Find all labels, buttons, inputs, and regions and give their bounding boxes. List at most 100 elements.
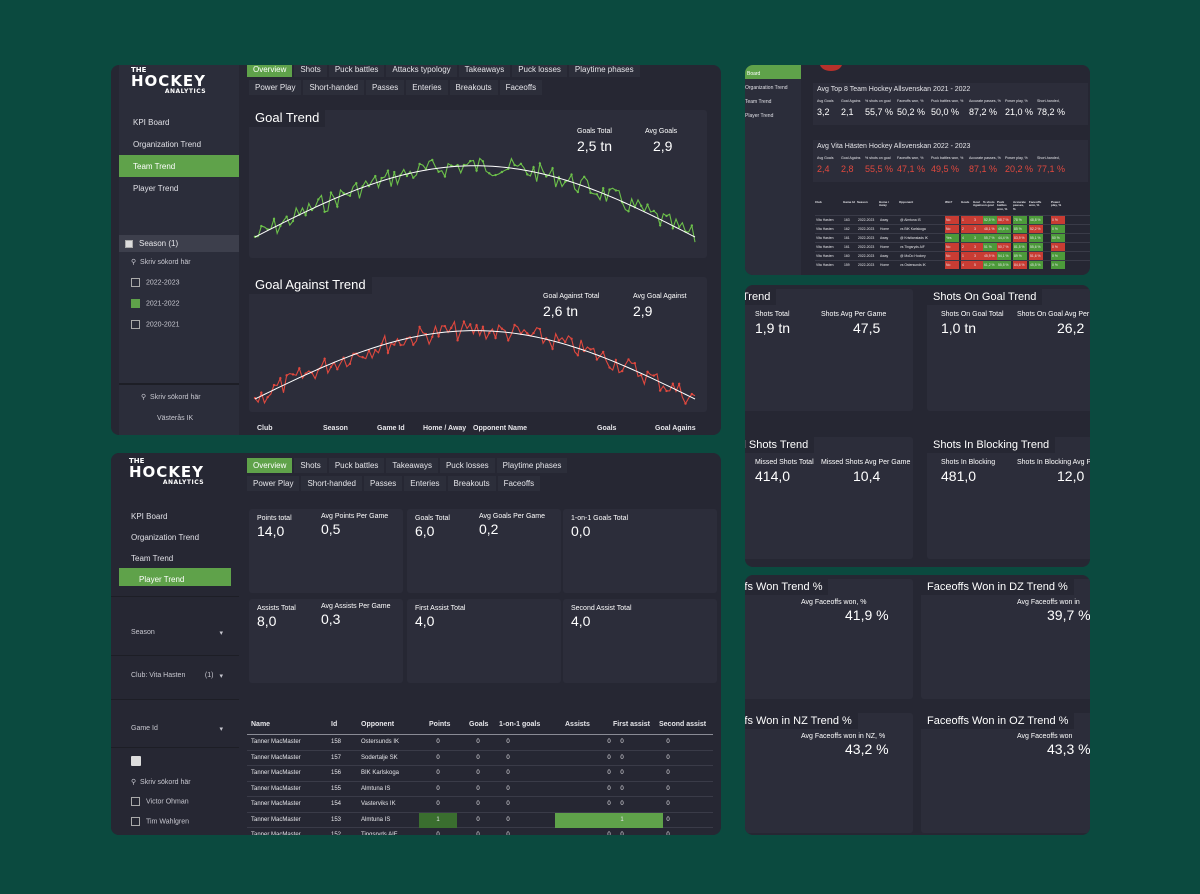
game-id-dropdown[interactable]: Game Id ▾ [131,725,223,733]
checkbox[interactable] [131,320,140,329]
club-dropdown[interactable]: Club: Vita Hasten ▾ (1) [131,672,223,680]
kpi-col-header[interactable]: Accurate passes, % [1013,200,1026,211]
season-option-2020[interactable]: 2020-2021 [119,314,239,335]
kpi-col-header[interactable]: Goals [961,200,970,204]
col-game-id[interactable]: Game Id [377,425,405,432]
player-table-row[interactable]: Tanner MacMaster 156 BIK Karlskoga 0 0 0 0 0 0 [247,766,713,782]
player-table-row[interactable]: Tanner MacMaster 158 Ostersunds IK 0 0 0 0 0 0 [247,735,713,751]
kpi-table-row[interactable]: Vita Hasten 161 2022-2023 Away @ Kristiansta… [815,233,1090,242]
kpi-col-header[interactable]: Opponent [899,200,914,204]
player-search[interactable]: ⚲ Skriv sökord här [131,778,191,786]
nav-team-trend[interactable]: Team Trend [131,554,174,563]
col-goal-against[interactable]: Goal Agains [655,425,696,432]
tab-short-handed[interactable]: Short-handed [301,476,362,491]
kpi-col-header[interactable]: Win? [945,200,953,204]
col-season[interactable]: Season [323,425,348,432]
tab-breakouts[interactable]: Breakouts [449,80,498,95]
series-point [437,335,440,338]
tab-power-play[interactable]: Power Play [247,476,300,491]
player-col-header[interactable]: First assist [613,721,650,728]
season-dropdown[interactable]: Season ▾ [131,629,223,637]
tab-enteries[interactable]: Enteries [406,80,448,95]
tab-short-handed[interactable]: Short-handed [303,80,364,95]
player-col-header[interactable]: 1-on-1 goals [499,721,541,728]
tab-puck-losses[interactable]: Puck losses [439,458,495,473]
player-col-header[interactable]: Points [429,721,451,728]
nav-team-trend[interactable]: Team Trend [119,155,239,177]
nav-organization-trend[interactable]: Organization Trend [745,85,788,91]
kpi-table-row[interactable]: Vita Hasten 161 2022-2023 Home vs Tingsryds … [815,242,1090,251]
kpi-col-header[interactable]: Puck battles won, % [997,200,1008,211]
kpi-col-header[interactable]: Club [815,200,822,204]
tab-puck-losses[interactable]: Puck losses [512,65,567,77]
player-col-header[interactable]: Assists [565,721,590,728]
player-col-header[interactable]: Second assist [659,721,707,728]
player-col-header[interactable]: Id [331,721,338,728]
nav-organization-trend[interactable]: Organization Trend [133,140,202,149]
nav-player-trend[interactable]: Player Trend [745,113,774,119]
kpi-col-header[interactable]: Goal Agains [973,200,984,208]
tab-power-play[interactable]: Power Play [249,80,302,95]
tab-passes[interactable]: Passes [363,476,403,491]
season-search[interactable]: ⚲ Skriv sökord här [119,252,239,272]
kpi-col-header[interactable]: Game Id [843,200,855,204]
col-opponent[interactable]: Opponent Name [473,425,528,432]
tab-overview[interactable]: Overview [247,458,293,473]
player-table-row[interactable]: Tanner MacMaster 152 Tingsryds AIF 0 0 0 0 0 0 [247,828,713,835]
nav-player-trend[interactable]: Player Trend [133,184,179,193]
nav-kpi-board[interactable]: KPI Board [131,512,168,521]
tab-overview[interactable]: Overview [247,65,293,77]
tab-faceoffs[interactable]: Faceoffs [499,80,543,95]
tab-takeaways[interactable]: Takeaways [458,65,511,77]
tab-faceoffs[interactable]: Faceoffs [497,476,541,491]
nav-player-trend[interactable]: Player Trend [119,568,231,586]
kpi-table-row[interactable]: Vita Hasten 159 2022-2023 Home vs Ostersunds… [815,260,1090,269]
tab-shots[interactable]: Shots [294,458,327,473]
checkbox[interactable] [131,797,140,806]
kpi-col-header[interactable]: Faceoffs won, % [1029,200,1042,208]
nav-kpi-board[interactable]: KPI Board [133,118,170,127]
kpi-table-cell: 2022-2023 [858,227,875,231]
tab-puck-battles[interactable]: Puck battles [328,458,385,473]
player-col-header[interactable]: Opponent [361,721,395,728]
tab-enteries[interactable]: Enteries [404,476,446,491]
season-filter-header[interactable]: Season (1) [119,235,239,252]
col-goals[interactable]: Goals [597,425,617,432]
tab-passes[interactable]: Passes [365,80,405,95]
player-col-header[interactable]: Goals [469,721,489,728]
club-option[interactable]: Västerås IK [157,415,194,422]
kpi-table-row[interactable]: Vita Hasten 162 2022-2023 Home vs BIK Karlsk… [815,224,1090,233]
checkbox[interactable] [131,278,140,287]
player-table-row[interactable]: Tanner MacMaster 157 Sodertalje SK 0 0 0 0 0 0 [247,751,713,766]
kpi-col-header[interactable]: Season [857,200,868,204]
checkbox-checked[interactable] [131,299,140,308]
player-col-header[interactable]: Name [251,721,271,728]
nav-organization-trend[interactable]: Organization Trend [131,533,200,542]
tab-puck-battles[interactable]: Puck battles [328,65,385,77]
tab-attacks[interactable]: Attacks typology [386,65,457,77]
kpi-col-header[interactable]: Home / Away [879,200,890,208]
player-table-row[interactable]: Tanner MacMaster 155 Almtuna IS 0 0 0 0 0 0 [247,782,713,797]
nav-team-trend[interactable]: Team Trend [745,99,772,105]
tab-playtime[interactable]: Playtime phases [568,65,640,77]
player-option-tim[interactable]: Tim Wahlgren [131,817,189,826]
tab-breakouts[interactable]: Breakouts [447,476,496,491]
kpi-col-header[interactable]: % shots on goal [983,200,995,208]
season-option-2022[interactable]: 2022-2023 [119,272,239,293]
tab-playtime[interactable]: Playtime phases [496,458,568,473]
kpi-col-header[interactable]: Power play, % [1051,200,1062,208]
nav-kpi-board[interactable]: Board [745,65,801,79]
col-home-away[interactable]: Home / Away [423,425,467,432]
col-club[interactable]: Club [257,425,273,432]
player-table-row[interactable]: Tanner MacMaster 154 Vasterviks IK 0 0 0 0 0 0 [247,797,713,813]
player-option-victor[interactable]: Victor Ohman [131,797,189,806]
kpi-table-row[interactable]: Vita Hasten 160 2022-2023 Away @ MoDo Hockey… [815,251,1090,260]
club-search[interactable]: ⚲ Skriv sökord här [141,393,201,401]
kpi-table-row[interactable]: Vita Hasten 163 2022-2023 Away @ Almtuna IS N… [815,215,1090,224]
tab-shots[interactable]: Shots [294,65,327,77]
season-option-2021[interactable]: 2021-2022 [119,293,239,314]
select-all-checkbox[interactable] [131,756,141,766]
checkbox[interactable] [131,817,140,826]
tab-takeaways[interactable]: Takeaways [386,458,438,473]
